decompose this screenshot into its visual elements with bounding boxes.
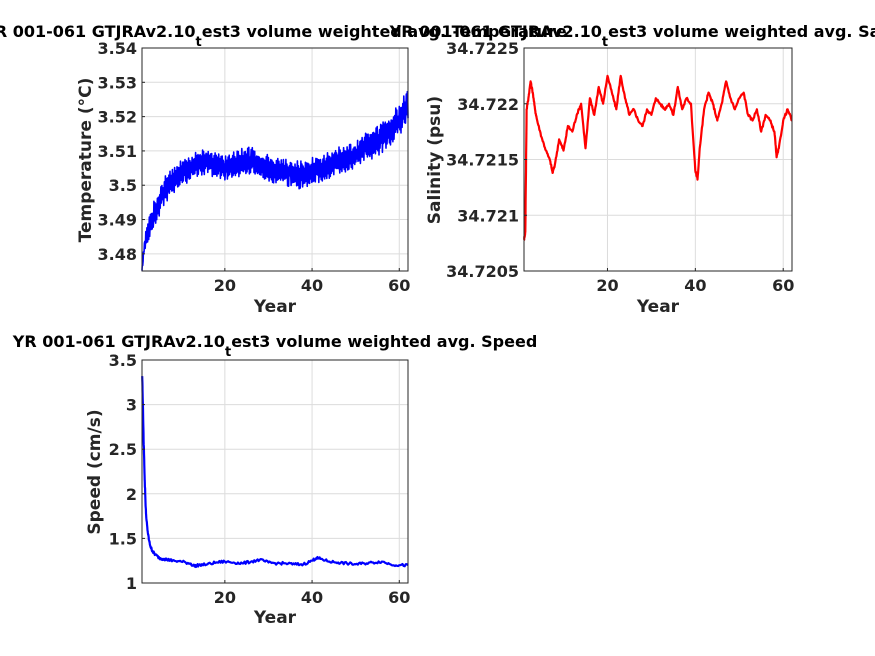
temperature-grid <box>142 47 408 271</box>
temperature-x-tick-label-0: 20 <box>214 276 236 295</box>
salinity-y-tick-label-3: 34.722 <box>457 95 519 114</box>
salinity-panel: YR 001-061 GTJRAv2.10test3 volume weight… <box>389 22 875 317</box>
temperature-title: YR 001-061 GTJRAv2.10test3 volume weight… <box>0 22 567 50</box>
temperature-y-tick-label-6: 3.54 <box>98 39 137 58</box>
temperature-title-subscript: t <box>196 35 202 50</box>
salinity-y-tick-label-2: 34.7215 <box>446 151 519 170</box>
temperature-axes-box <box>141 47 409 272</box>
temperature-y-tick-label-1: 3.49 <box>98 211 137 230</box>
speed-grid <box>142 359 408 584</box>
salinity-y-tick-label-0: 34.7205 <box>446 262 519 281</box>
temperature-x-label: Year <box>253 297 297 317</box>
speed-line-layer <box>141 376 409 569</box>
salinity-y-ticks: 34.7205 34.721 34.7215 34.722 34.7225 <box>446 39 527 281</box>
temperature-title-prefix: YR 001-061 GTJRAv2.10 <box>0 22 196 41</box>
speed-title-suffix: est3 volume weighted avg. Speed <box>231 332 537 351</box>
salinity-grid <box>524 47 792 272</box>
salinity-x-label: Year <box>636 297 680 317</box>
speed-y-tick-label-1: 1.5 <box>109 529 137 548</box>
salinity-title-prefix: YR 001-061 GTJRAv2.10 <box>389 22 602 41</box>
speed-title-subscript: t <box>225 345 231 360</box>
speed-y-tick-label-2: 2 <box>126 485 137 504</box>
temperature-y-tick-label-0: 3.48 <box>98 245 137 264</box>
speed-x-ticks: 20 40 60 <box>214 580 410 607</box>
temperature-y-tick-label-3: 3.51 <box>98 142 137 161</box>
speed-x-tick-label-1: 40 <box>301 588 323 607</box>
temperature-title-suffix: est3 volume weighted avg. Temperature <box>202 22 567 41</box>
temperature-x-tick-label-2: 60 <box>388 276 410 295</box>
speed-x-tick-label-0: 20 <box>214 588 236 607</box>
speed-y-tick-label-0: 1 <box>126 574 137 593</box>
speed-x-tick-label-2: 60 <box>388 588 410 607</box>
salinity-line-layer <box>523 74 793 241</box>
speed-axes-box <box>141 359 409 584</box>
temperature-y-ticks: 3.48 3.49 3.5 3.51 3.52 3.53 3.54 <box>98 39 145 264</box>
salinity-x-ticks: 20 40 60 <box>596 268 794 295</box>
temperature-x-tick-label-1: 40 <box>301 276 323 295</box>
temperature-y-tick-label-5: 3.53 <box>98 73 137 92</box>
speed-title-prefix: YR 001-061 GTJRAv2.10 <box>12 332 225 351</box>
temperature-panel: YR 001-061 GTJRAv2.10test3 volume weight… <box>0 22 567 317</box>
salinity-title-subscript: t <box>602 35 608 50</box>
speed-y-label: Speed (cm/s) <box>85 409 105 534</box>
salinity-y-tick-label-1: 34.721 <box>457 206 519 225</box>
temperature-y-label: Temperature (°C) <box>76 78 96 243</box>
temperature-y-tick-label-2: 3.5 <box>109 176 137 195</box>
temperature-line-layer <box>141 90 409 271</box>
speed-series-line-0 <box>141 376 409 569</box>
speed-y-tick-label-5: 3.5 <box>109 351 137 370</box>
salinity-x-tick-label-2: 60 <box>772 276 794 295</box>
temperature-series-line-0 <box>141 90 409 271</box>
salinity-y-tick-label-4: 34.7225 <box>446 39 519 58</box>
salinity-y-label: Salinity (psu) <box>425 96 445 224</box>
salinity-title: YR 001-061 GTJRAv2.10test3 volume weight… <box>389 22 875 50</box>
speed-y-tick-label-3: 2.5 <box>109 440 137 459</box>
salinity-title-suffix: est3 volume weighted avg. Salinity <box>608 22 875 41</box>
salinity-series-line-0 <box>523 74 793 241</box>
speed-title: YR 001-061 GTJRAv2.10test3 volume weight… <box>12 332 538 360</box>
speed-y-tick-label-4: 3 <box>126 396 137 415</box>
speed-panel: YR 001-061 GTJRAv2.10test3 volume weight… <box>12 332 538 628</box>
temperature-x-ticks: 20 40 60 <box>214 268 410 295</box>
salinity-x-tick-label-1: 40 <box>684 276 706 295</box>
speed-x-label: Year <box>253 608 297 628</box>
temperature-y-tick-label-4: 3.52 <box>98 108 137 127</box>
salinity-x-tick-label-0: 20 <box>596 276 618 295</box>
speed-y-ticks: 1 1.5 2 2.5 3 3.5 <box>109 351 145 593</box>
